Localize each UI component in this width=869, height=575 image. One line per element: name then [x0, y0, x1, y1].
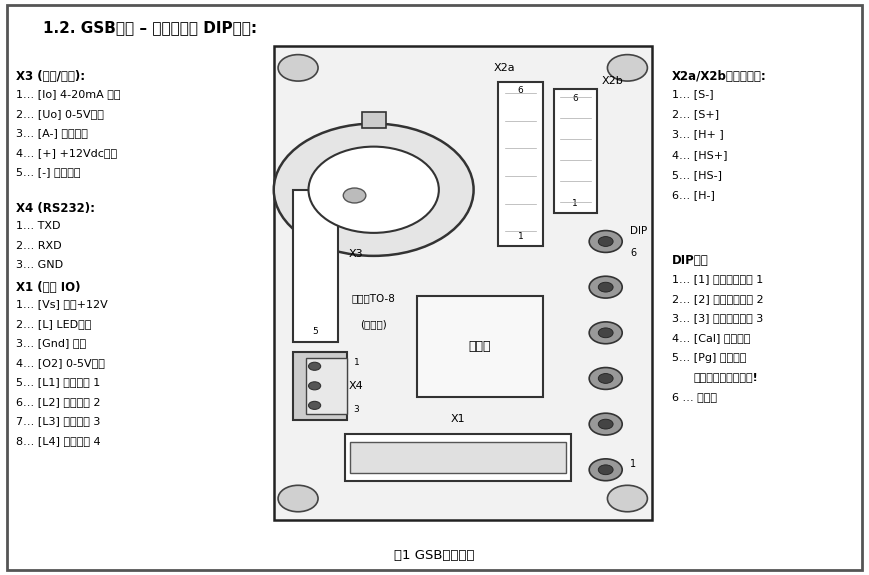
Text: 6… [L2] 阀值开关 2: 6… [L2] 阀值开关 2 — [16, 397, 100, 407]
Text: 6: 6 — [573, 94, 578, 103]
Text: DIP开关: DIP开关 — [672, 254, 708, 267]
Text: 1: 1 — [630, 459, 636, 469]
FancyBboxPatch shape — [554, 89, 597, 213]
Text: 3… [Gnd] 接地: 3… [Gnd] 接地 — [16, 338, 86, 348]
Text: 2… [S+]: 2… [S+] — [672, 109, 719, 119]
Text: X2b: X2b — [601, 76, 623, 86]
Text: 2… [L] LED输出: 2… [L] LED输出 — [16, 319, 91, 328]
Text: X1 (普通 IO): X1 (普通 IO) — [16, 281, 80, 294]
Text: 6 … 不使用: 6 … 不使用 — [672, 392, 717, 402]
Text: 2… [2] 传感器选择位 2: 2… [2] 传感器选择位 2 — [672, 294, 763, 304]
Circle shape — [343, 188, 366, 203]
FancyBboxPatch shape — [350, 442, 566, 473]
Text: 4… [+] +12Vdc电源: 4… [+] +12Vdc电源 — [16, 148, 116, 158]
Circle shape — [607, 55, 647, 81]
Text: 4… [O2] 0-5V输出: 4… [O2] 0-5V输出 — [16, 358, 104, 367]
Text: 2… [Uo] 0-5V输出: 2… [Uo] 0-5V输出 — [16, 109, 103, 118]
FancyBboxPatch shape — [274, 46, 652, 520]
Text: 3… [A-] 模拟接地: 3… [A-] 模拟接地 — [16, 128, 88, 138]
Text: 3… [3] 传感器选择位 3: 3… [3] 传感器选择位 3 — [672, 313, 763, 323]
Text: 1: 1 — [355, 465, 362, 474]
Text: 8: 8 — [554, 465, 561, 474]
Text: 3: 3 — [354, 405, 360, 414]
Text: 1… [Io] 4-20mA 输出: 1… [Io] 4-20mA 输出 — [16, 89, 120, 99]
Text: 1… [1] 传感器选择位 1: 1… [1] 传感器选择位 1 — [672, 274, 763, 284]
Text: 6: 6 — [630, 248, 636, 258]
Text: 7… [L3] 阀值开关 3: 7… [L3] 阀值开关 3 — [16, 416, 100, 427]
Circle shape — [607, 485, 647, 512]
Text: 控制器: 控制器 — [469, 340, 491, 353]
FancyBboxPatch shape — [293, 190, 338, 342]
Text: 1… [S-]: 1… [S-] — [672, 89, 713, 99]
Text: 8… [L4] 阀值开关 4: 8… [L4] 阀值开关 4 — [16, 436, 100, 446]
Text: X2a: X2a — [494, 63, 515, 73]
Text: 1: 1 — [518, 232, 523, 241]
Circle shape — [589, 413, 622, 435]
Text: 4… [HS+]: 4… [HS+] — [672, 150, 727, 160]
Circle shape — [308, 382, 321, 390]
Circle shape — [589, 322, 622, 344]
Circle shape — [589, 276, 622, 298]
Text: 3… GND: 3… GND — [16, 260, 63, 270]
Text: 3… [H+ ]: 3… [H+ ] — [672, 129, 724, 140]
Text: 5… [L1] 阀值开关 1: 5… [L1] 阀值开关 1 — [16, 377, 100, 387]
Text: 1… TXD: 1… TXD — [16, 221, 60, 231]
Circle shape — [598, 419, 614, 429]
Text: 1: 1 — [313, 196, 318, 205]
Text: 5… [-] 地面电源: 5… [-] 地面电源 — [16, 167, 80, 177]
Text: X2a/X2b外接传感器:: X2a/X2b外接传感器: — [672, 70, 766, 83]
Circle shape — [589, 231, 622, 252]
Text: 5: 5 — [313, 327, 318, 336]
Text: 可选的TO-8: 可选的TO-8 — [352, 293, 395, 303]
Text: 1: 1 — [354, 358, 360, 367]
Text: X4: X4 — [348, 381, 363, 391]
Circle shape — [598, 328, 614, 338]
Text: X1: X1 — [451, 414, 465, 424]
Text: (在板上): (在板上) — [361, 319, 387, 329]
Circle shape — [589, 367, 622, 389]
Circle shape — [278, 485, 318, 512]
Text: 4… [Cal] 校准开关: 4… [Cal] 校准开关 — [672, 333, 750, 343]
FancyBboxPatch shape — [293, 352, 347, 420]
FancyBboxPatch shape — [306, 358, 347, 414]
Text: X4 (RS232):: X4 (RS232): — [16, 202, 95, 216]
Circle shape — [598, 282, 614, 292]
Circle shape — [598, 236, 614, 247]
Text: 1.2. GSB布局 – 端子分配和 DIP开关:: 1.2. GSB布局 – 端子分配和 DIP开关: — [43, 20, 257, 35]
Text: 图1 GSB端子分配: 图1 GSB端子分配 — [395, 549, 474, 562]
FancyBboxPatch shape — [345, 434, 571, 481]
Text: 5… [Pg] 编程开关: 5… [Pg] 编程开关 — [672, 352, 746, 362]
Text: X3: X3 — [348, 250, 363, 259]
Circle shape — [308, 362, 321, 370]
Text: 1… [Vs] 可选+12V: 1… [Vs] 可选+12V — [16, 299, 108, 309]
Circle shape — [274, 124, 474, 256]
Circle shape — [598, 465, 614, 475]
Text: 6: 6 — [518, 86, 523, 95]
Text: 在正常工作期间关闭!: 在正常工作期间关闭! — [693, 372, 759, 382]
FancyBboxPatch shape — [417, 296, 543, 397]
FancyBboxPatch shape — [498, 82, 543, 246]
Circle shape — [598, 374, 614, 384]
FancyBboxPatch shape — [362, 112, 386, 128]
Text: 1: 1 — [573, 199, 578, 208]
Text: 6… [H-]: 6… [H-] — [672, 190, 714, 200]
Circle shape — [308, 147, 439, 233]
Text: X3 (电源/模拟):: X3 (电源/模拟): — [16, 70, 85, 83]
Text: DIP: DIP — [630, 226, 647, 236]
Text: 2… RXD: 2… RXD — [16, 241, 62, 251]
Circle shape — [278, 55, 318, 81]
Text: 5… [HS-]: 5… [HS-] — [672, 170, 722, 180]
Circle shape — [589, 459, 622, 481]
Circle shape — [308, 401, 321, 409]
